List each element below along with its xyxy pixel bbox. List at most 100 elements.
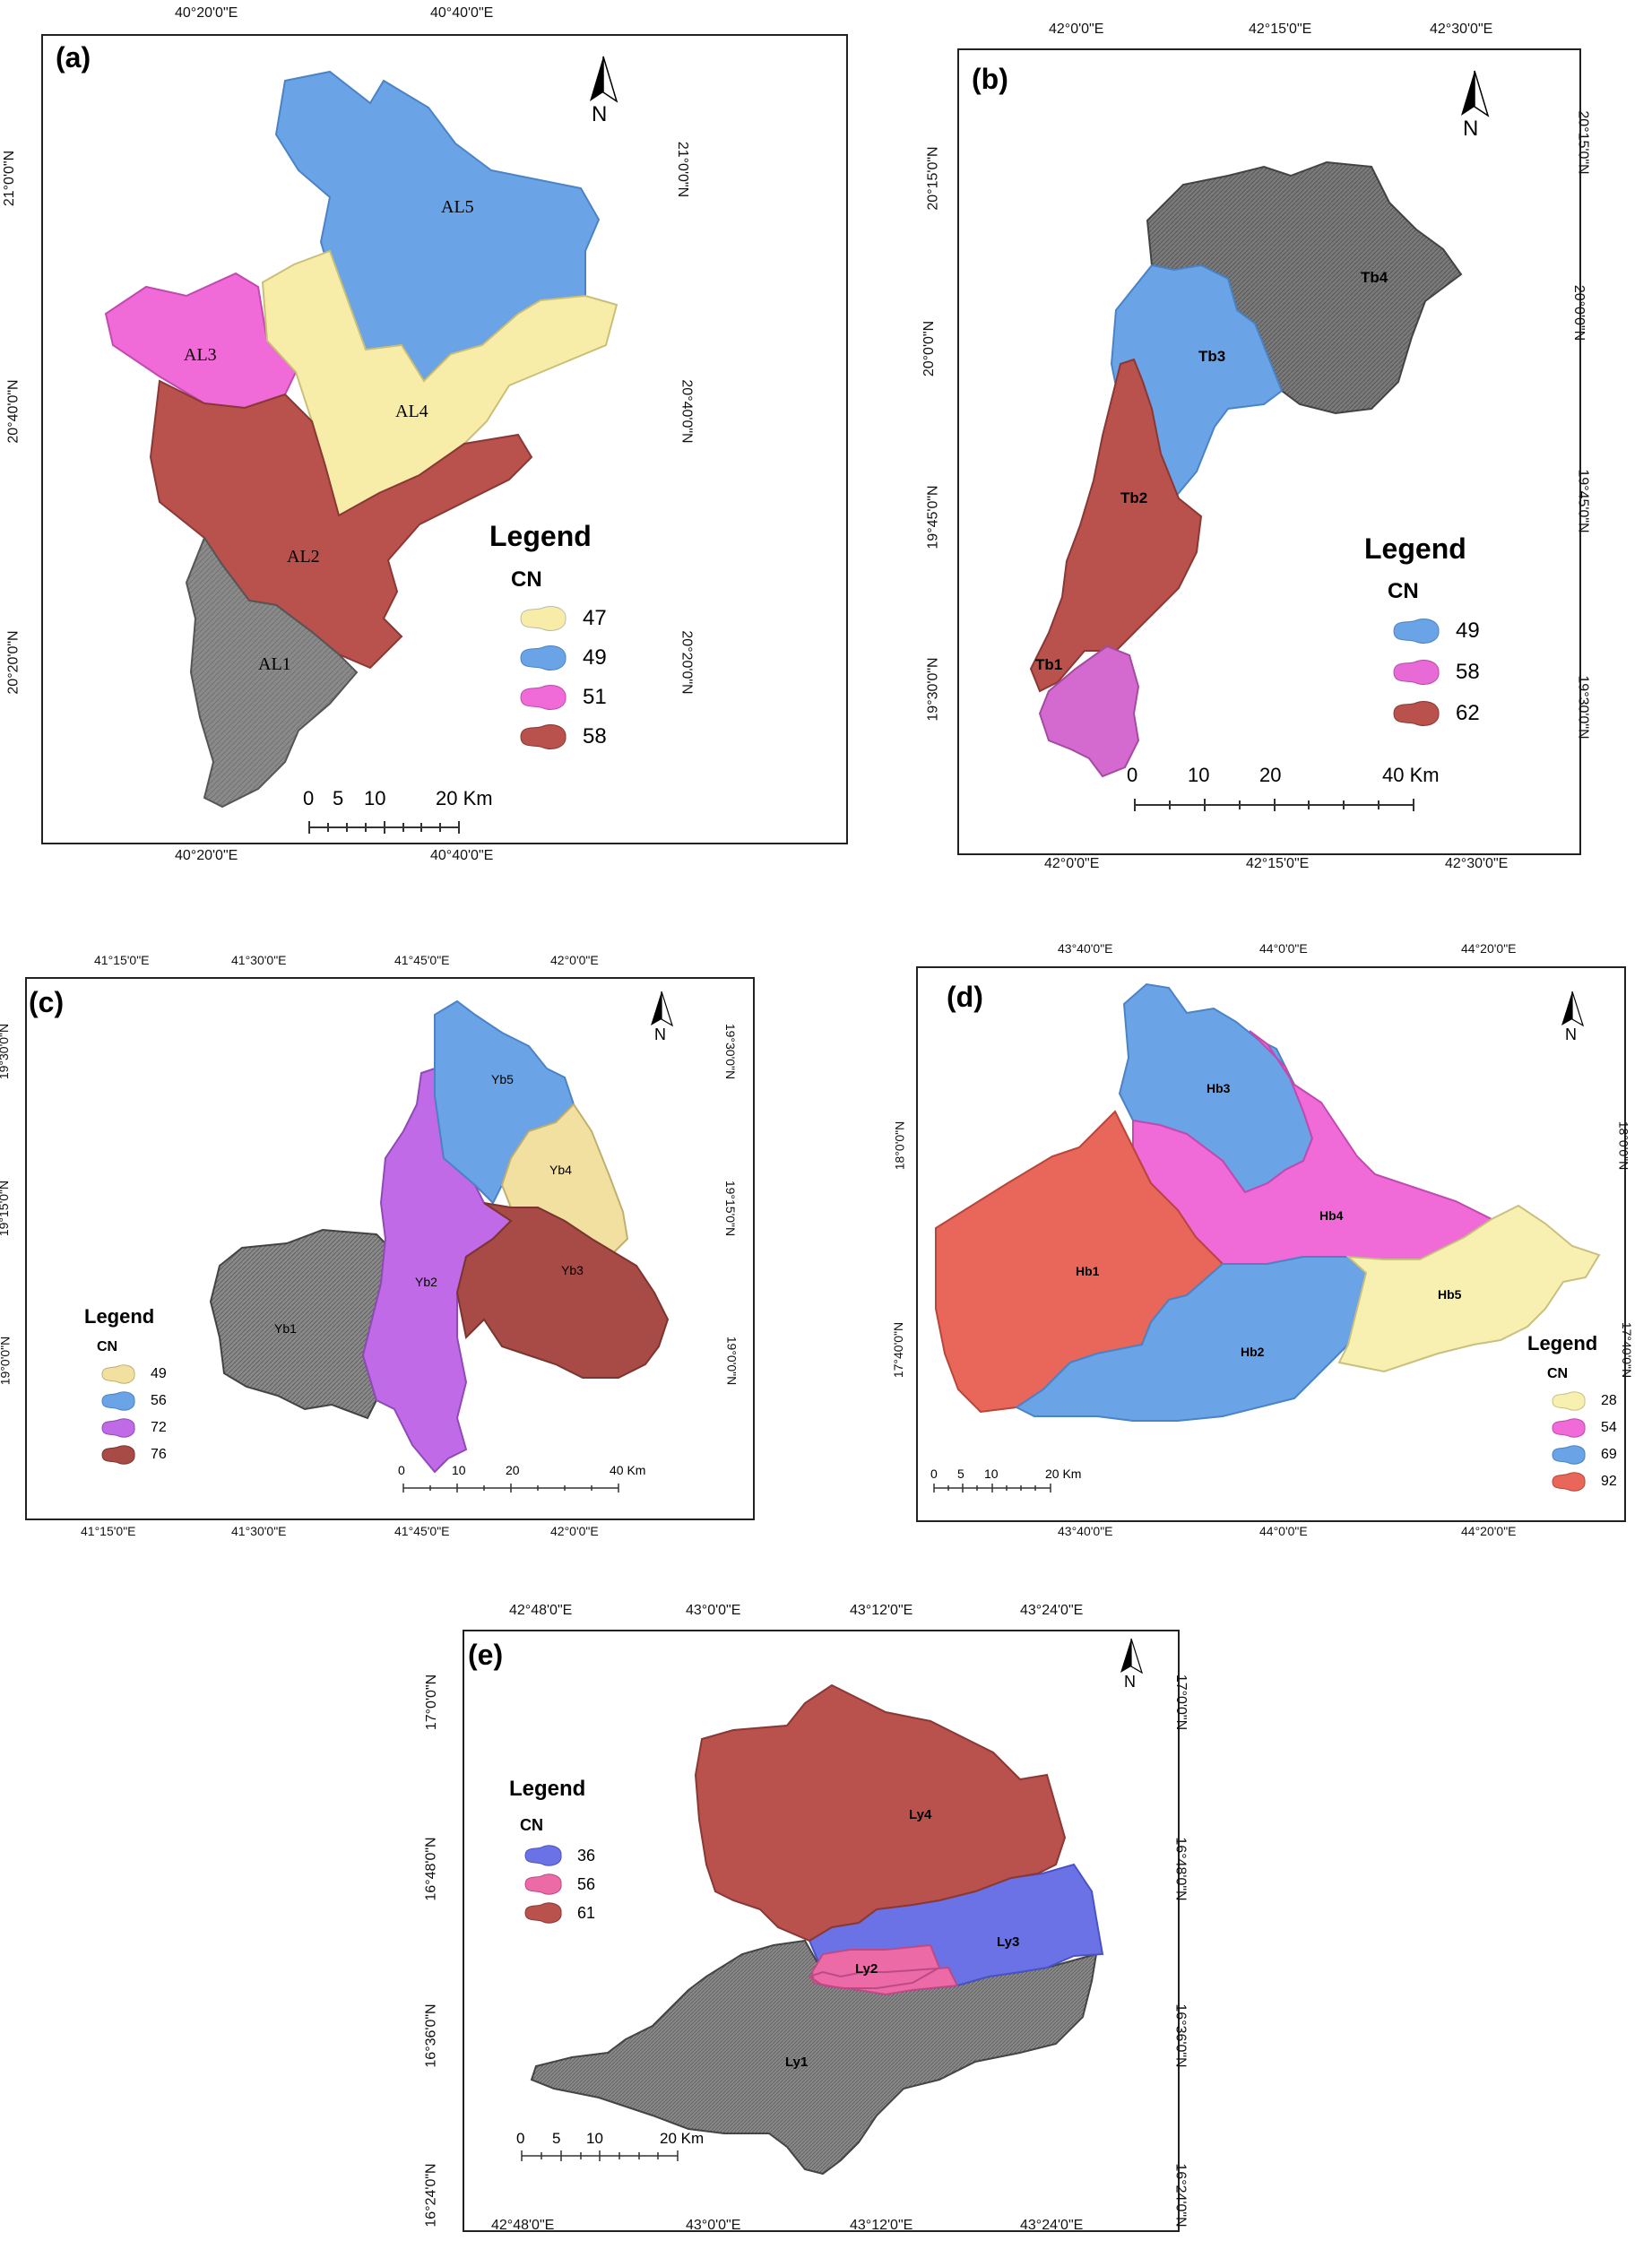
lat-label: 20°40'0"N bbox=[679, 379, 695, 444]
scale-label: 10 bbox=[452, 1463, 466, 1477]
legend-item: 36 bbox=[522, 1843, 595, 1868]
north-arrow: N bbox=[644, 988, 679, 1055]
north-arrow-icon bbox=[1561, 991, 1585, 1027]
scale-label: 10 bbox=[984, 1467, 999, 1481]
legend-value: 49 bbox=[583, 645, 607, 670]
legend-value: 69 bbox=[1601, 1447, 1617, 1462]
lat-label: 19°30'0"N bbox=[723, 1023, 739, 1080]
legend-swatch bbox=[1393, 660, 1440, 685]
basin-label: Hb2 bbox=[1241, 1345, 1265, 1359]
scale-label: 0 bbox=[930, 1467, 938, 1481]
basin-label: Ly2 bbox=[855, 1961, 878, 1977]
legend-title: Legend bbox=[509, 1777, 586, 1801]
lon-label: 43°12'0"E bbox=[850, 1603, 913, 1618]
lon-label: 41°45'0"E bbox=[394, 953, 450, 967]
legend-item: 76 bbox=[99, 1443, 167, 1467]
basin-label: Hb3 bbox=[1207, 1081, 1231, 1095]
north-label: N bbox=[1565, 1025, 1577, 1043]
lon-label: 42°15'0"E bbox=[1246, 856, 1310, 871]
lon-label: 41°30'0"E bbox=[231, 1524, 287, 1538]
panel-label: (c) bbox=[29, 986, 65, 1018]
lat-label: 16°48'0"N bbox=[423, 1837, 439, 1901]
legend-value: 92 bbox=[1601, 1474, 1617, 1489]
scale-label: 0 bbox=[1127, 764, 1138, 786]
legend-title: Legend bbox=[1364, 532, 1466, 565]
lat-label: 19°45'0"N bbox=[925, 485, 941, 549]
watershed-map-d bbox=[933, 982, 1601, 1493]
scale-label: 20 Km bbox=[660, 2130, 705, 2147]
lon-label: 42°15'0"E bbox=[1249, 22, 1312, 37]
scale-label: 10 bbox=[1188, 764, 1210, 786]
legend-item: 58 bbox=[1389, 656, 1480, 688]
legend-swatch bbox=[520, 724, 567, 749]
legend-swatch bbox=[101, 1445, 135, 1465]
basin-label: Yb4 bbox=[549, 1163, 572, 1177]
legend-value: 36 bbox=[577, 1846, 596, 1865]
legend-value: 54 bbox=[1601, 1420, 1617, 1435]
lat-label: 17°40'0"N bbox=[891, 1321, 906, 1379]
legend-value: 51 bbox=[583, 685, 607, 709]
legend-subtitle: CN bbox=[1547, 1366, 1569, 1381]
lon-label: 40°40'0"E bbox=[430, 5, 494, 21]
legend-item: 69 bbox=[1549, 1443, 1617, 1467]
legend-swatch bbox=[520, 685, 567, 710]
legend-swatch bbox=[1393, 619, 1440, 644]
legend-item: 56 bbox=[99, 1389, 167, 1413]
basin-label: AL3 bbox=[184, 345, 217, 365]
basin-label: Ly3 bbox=[997, 1934, 1020, 1950]
scale-labels: 0 10 20 40 Km bbox=[398, 1463, 645, 1481]
lat-label: 21°0'0"N bbox=[675, 141, 691, 198]
lat-label: 20°15'0"N bbox=[925, 146, 941, 211]
legend-title: Legend bbox=[1527, 1332, 1598, 1354]
lon-label: 43°40'0"E bbox=[1058, 1524, 1113, 1538]
legend-item: 51 bbox=[516, 681, 607, 714]
subbasin-Yb2 bbox=[361, 1067, 513, 1474]
lon-label: 40°20'0"E bbox=[175, 5, 238, 21]
basin-label: Yb1 bbox=[274, 1321, 297, 1336]
lon-label: 41°45'0"E bbox=[394, 1524, 450, 1538]
legend-item: 62 bbox=[1389, 697, 1480, 730]
basin-label: Hb1 bbox=[1076, 1264, 1100, 1278]
legend-value: 56 bbox=[577, 1874, 596, 1893]
legend-swatch bbox=[524, 1902, 562, 1924]
lon-label: 41°15'0"E bbox=[81, 1524, 136, 1538]
scale-bar-e bbox=[521, 2150, 679, 2161]
subbasin-Ly2 bbox=[807, 1943, 959, 1996]
lat-label: 20°40'0"N bbox=[5, 379, 22, 444]
scale-labels: 0 10 20 40 Km bbox=[1127, 764, 1440, 789]
legend-swatch bbox=[1393, 701, 1440, 726]
legend-swatch bbox=[520, 645, 567, 671]
watershed-map-a bbox=[104, 70, 618, 834]
legend-swatch bbox=[1552, 1445, 1586, 1465]
legend-subtitle: CN bbox=[97, 1339, 118, 1354]
scale-labels: 0 5 10 20 Km bbox=[516, 2130, 714, 2150]
scale-label: 5 bbox=[333, 787, 344, 809]
lon-label: 43°40'0"E bbox=[1058, 941, 1113, 956]
legend-swatch bbox=[101, 1364, 135, 1384]
scale-bar-c bbox=[402, 1484, 619, 1493]
basin-label: Hb5 bbox=[1438, 1287, 1462, 1302]
scale-label: 20 bbox=[506, 1463, 520, 1477]
legend-item: 49 bbox=[516, 642, 607, 674]
legend-item: 61 bbox=[522, 1900, 595, 1925]
lat-label: 17°0'0"N bbox=[424, 1674, 440, 1731]
lon-label: 42°48'0"E bbox=[491, 2218, 555, 2233]
legend-subtitle: CN bbox=[520, 1816, 543, 1834]
watershed-map-c bbox=[209, 999, 670, 1493]
basin-label: Ly4 bbox=[909, 1807, 932, 1822]
scale-label: 40 Km bbox=[1382, 764, 1440, 786]
north-arrow-icon bbox=[1461, 70, 1490, 117]
basin-label: Yb3 bbox=[561, 1263, 584, 1277]
legend-value: 72 bbox=[151, 1420, 167, 1435]
scale-bar-d bbox=[933, 1484, 1051, 1493]
legend-swatch bbox=[520, 606, 567, 631]
lon-label: 41°30'0"E bbox=[231, 953, 287, 967]
lat-label: 19°45'0"N bbox=[1575, 469, 1591, 533]
basin-label: AL2 bbox=[287, 547, 320, 567]
lat-label: 16°36'0"N bbox=[423, 2003, 439, 2068]
lon-label: 43°24'0"E bbox=[1020, 2218, 1084, 2233]
lon-label: 43°0'0"E bbox=[686, 1603, 741, 1618]
north-label: N bbox=[592, 102, 608, 126]
scale-label: 40 Km bbox=[610, 1463, 646, 1477]
legend-swatch bbox=[1552, 1391, 1586, 1411]
